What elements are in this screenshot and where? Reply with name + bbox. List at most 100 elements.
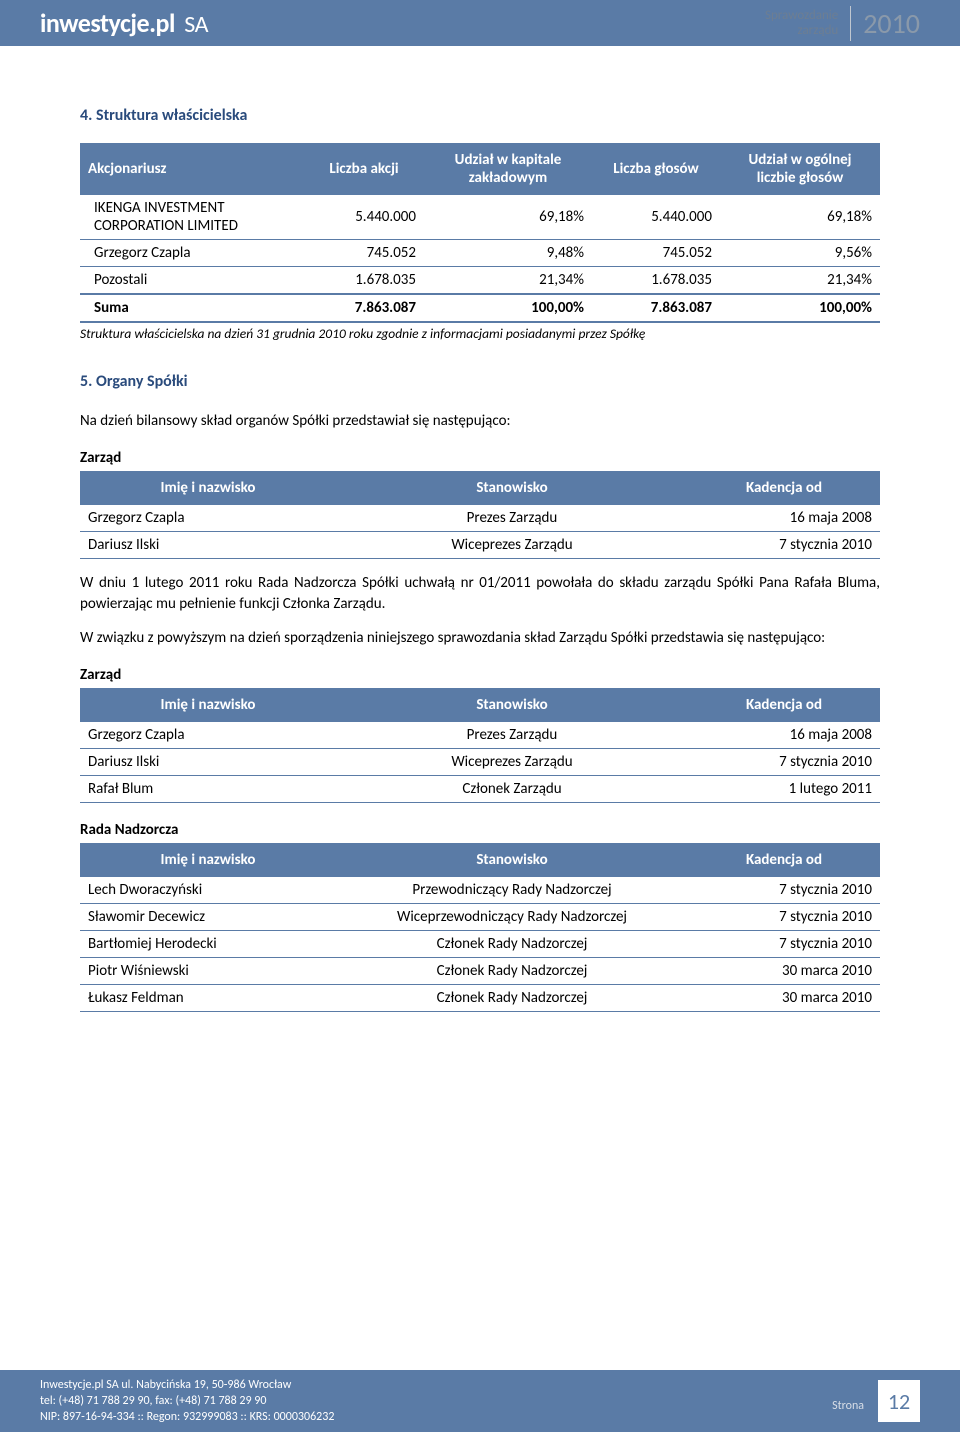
cell-date: 7 stycznia 2010	[688, 749, 880, 776]
table-row: Rafał Blum Członek Zarządu 1 lutego 2011	[80, 776, 880, 803]
cell-role: Członek Zarządu	[336, 776, 688, 803]
brand-text: inwestycje.pl	[40, 7, 175, 39]
th-votes-pct: Udział w ogólnej liczbie głosów	[720, 144, 880, 194]
rada-label: Rada Nadzorcza	[80, 821, 880, 839]
th-name: Imię i nazwisko	[80, 844, 336, 876]
brand-sa: SA	[184, 10, 208, 39]
section5-para1: W dniu 1 lutego 2011 roku Rada Nadzorcza…	[80, 573, 880, 614]
zarzad2-label: Zarząd	[80, 666, 880, 684]
cell-name: Piotr Wiśniewski	[80, 958, 336, 985]
table-row: Grzegorz Czapla Prezes Zarządu 16 maja 2…	[80, 504, 880, 532]
cell-role: Członek Rady Nadzorczej	[336, 931, 688, 958]
footer-page: Strona 12	[832, 1380, 920, 1422]
zarzad2-table: Imię i nazwisko Stanowisko Kadencja od G…	[80, 688, 880, 803]
cell-sum-votes: 7.863.087	[592, 294, 720, 322]
section4-title: 4. Struktura właścicielska	[80, 106, 880, 125]
zarzad1-label: Zarząd	[80, 449, 880, 467]
cell-name: Grzegorz Czapla	[80, 504, 336, 532]
cell-name: Grzegorz Czapla	[80, 721, 336, 749]
cell-date: 16 maja 2008	[688, 504, 880, 532]
cell-vpct: 9,56%	[720, 240, 880, 267]
section5-title: 5. Organy Spółki	[80, 372, 880, 391]
cell-date: 30 marca 2010	[688, 985, 880, 1012]
cell-cap: 9,48%	[424, 240, 592, 267]
table-row: IKENGA INVESTMENT CORPORATION LIMITED 5.…	[80, 194, 880, 240]
footer-bar: Inwestycje.pl SA ul. Nabycińska 19, 50-9…	[0, 1370, 960, 1432]
table-row: Lech Dworaczyński Przewodniczący Rady Na…	[80, 876, 880, 904]
cell-name: Łukasz Feldman	[80, 985, 336, 1012]
th-shareholder: Akcjonariusz	[80, 144, 304, 194]
cell-role: Wiceprezes Zarządu	[336, 532, 688, 559]
cell-name: Grzegorz Czapla	[80, 240, 304, 267]
cell-vpct: 21,34%	[720, 267, 880, 295]
cell-date: 30 marca 2010	[688, 958, 880, 985]
cell-shares: 1.678.035	[304, 267, 424, 295]
th-role: Stanowisko	[336, 689, 688, 721]
table-row: Bartłomiej Herodecki Członek Rady Nadzor…	[80, 931, 880, 958]
cell-date: 7 stycznia 2010	[688, 904, 880, 931]
table-row: Pozostali 1.678.035 21,34% 1.678.035 21,…	[80, 267, 880, 295]
section5-intro: Na dzień bilansowy skład organów Spółki …	[80, 411, 880, 431]
cell-cap: 69,18%	[424, 194, 592, 240]
header-right-text: Sprawozdanie zarządu	[765, 9, 838, 38]
th-shares: Liczba akcji	[304, 144, 424, 194]
th-name: Imię i nazwisko	[80, 472, 336, 504]
cell-name: Bartłomiej Herodecki	[80, 931, 336, 958]
header-right-block: Sprawozdanie zarządu 2010	[765, 6, 920, 41]
th-capital: Udział w kapitale zakładowym	[424, 144, 592, 194]
cell-vpct: 69,18%	[720, 194, 880, 240]
cell-votes: 745.052	[592, 240, 720, 267]
cell-name: Rafał Blum	[80, 776, 336, 803]
footer-line3: NIP: 897-16-94-334 :: Regon: 932999083 :…	[40, 1409, 334, 1425]
page-number: 12	[878, 1380, 920, 1422]
table-row: Grzegorz Czapla 745.052 9,48% 745.052 9,…	[80, 240, 880, 267]
footer-line2: tel: (+48) 71 788 29 90, fax: (+48) 71 7…	[40, 1393, 334, 1409]
cell-role: Wiceprezes Zarządu	[336, 749, 688, 776]
table-row: Łukasz Feldman Członek Rady Nadzorczej 3…	[80, 985, 880, 1012]
th-date: Kadencja od	[688, 844, 880, 876]
cell-name: IKENGA INVESTMENT CORPORATION LIMITED	[80, 194, 304, 240]
table-row: Piotr Wiśniewski Członek Rady Nadzorczej…	[80, 958, 880, 985]
zarzad1-table: Imię i nazwisko Stanowisko Kadencja od G…	[80, 471, 880, 559]
brand-logo: inwestycje.pl SA	[40, 7, 208, 39]
th-name: Imię i nazwisko	[80, 689, 336, 721]
cell-date: 1 lutego 2011	[688, 776, 880, 803]
cell-role: Wiceprzewodniczący Rady Nadzorczej	[336, 904, 688, 931]
cell-role: Członek Rady Nadzorczej	[336, 958, 688, 985]
cell-sum-shares: 7.863.087	[304, 294, 424, 322]
cell-role: Prezes Zarządu	[336, 721, 688, 749]
table-row: Sławomir Decewicz Wiceprzewodniczący Rad…	[80, 904, 880, 931]
cell-role: Przewodniczący Rady Nadzorczej	[336, 876, 688, 904]
th-date: Kadencja od	[688, 689, 880, 721]
ownership-table: Akcjonariusz Liczba akcji Udział w kapit…	[80, 143, 880, 323]
table-row: Dariusz Ilski Wiceprezes Zarządu 7 stycz…	[80, 749, 880, 776]
cell-date: 7 stycznia 2010	[688, 931, 880, 958]
cell-date: 7 stycznia 2010	[688, 532, 880, 559]
cell-cap: 21,34%	[424, 267, 592, 295]
footer-line1: Inwestycje.pl SA ul. Nabycińska 19, 50-9…	[40, 1377, 334, 1393]
header-year: 2010	[850, 6, 920, 41]
cell-shares: 5.440.000	[304, 194, 424, 240]
header-line1: Sprawozdanie	[765, 9, 838, 23]
cell-votes: 5.440.000	[592, 194, 720, 240]
th-date: Kadencja od	[688, 472, 880, 504]
th-votes: Liczba głosów	[592, 144, 720, 194]
table-row: Dariusz Ilski Wiceprezes Zarządu 7 stycz…	[80, 532, 880, 559]
cell-name: Lech Dworaczyński	[80, 876, 336, 904]
page-content: 4. Struktura właścicielska Akcjonariusz …	[0, 46, 960, 1012]
cell-role: Członek Rady Nadzorczej	[336, 985, 688, 1012]
cell-date: 16 maja 2008	[688, 721, 880, 749]
cell-votes: 1.678.035	[592, 267, 720, 295]
cell-shares: 745.052	[304, 240, 424, 267]
cell-name: Dariusz Ilski	[80, 749, 336, 776]
th-role: Stanowisko	[336, 472, 688, 504]
table-row: Grzegorz Czapla Prezes Zarządu 16 maja 2…	[80, 721, 880, 749]
section4-footnote: Struktura właścicielska na dzień 31 grud…	[80, 325, 880, 342]
table-sum-row: Suma 7.863.087 100,00% 7.863.087 100,00%	[80, 294, 880, 322]
cell-sum-vpct: 100,00%	[720, 294, 880, 322]
footer-contact: Inwestycje.pl SA ul. Nabycińska 19, 50-9…	[40, 1377, 334, 1426]
header-line2: zarządu	[765, 24, 838, 38]
rada-table: Imię i nazwisko Stanowisko Kadencja od L…	[80, 843, 880, 1012]
cell-name: Dariusz Ilski	[80, 532, 336, 559]
th-role: Stanowisko	[336, 844, 688, 876]
